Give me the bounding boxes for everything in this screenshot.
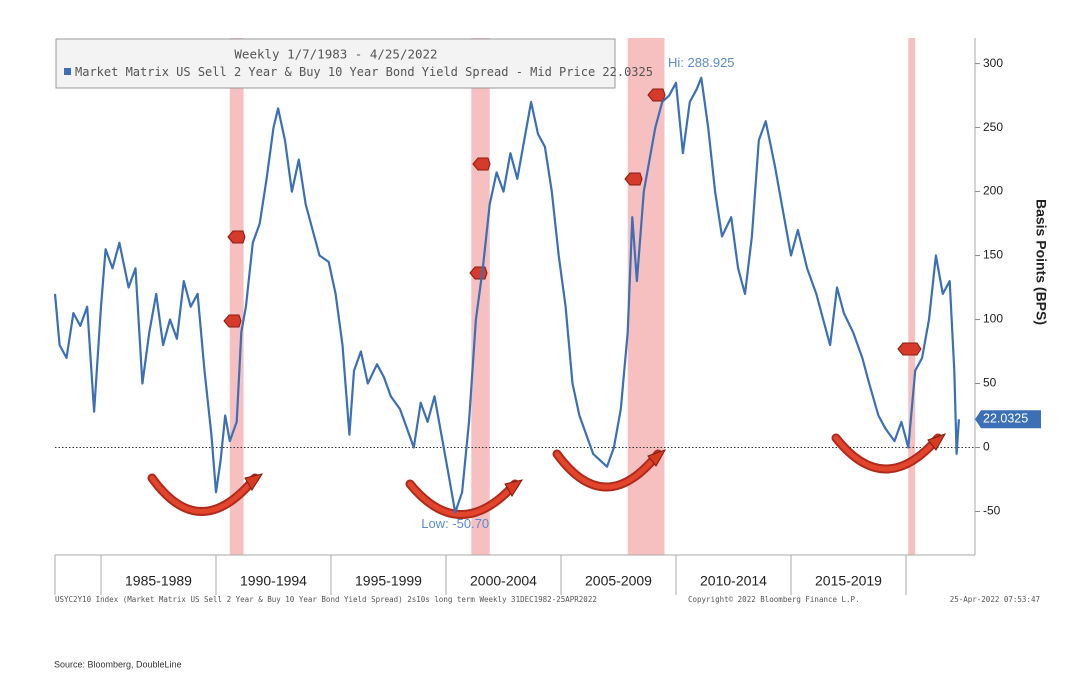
- annotation: Low: -50.70: [421, 516, 489, 531]
- series-line: [53, 76, 960, 514]
- x-period-label: 2010-2014: [700, 573, 767, 589]
- legend-name: Market Matrix US Sell 2 Year & Buy 10 Ye…: [75, 65, 595, 79]
- x-period-label: 1990-1994: [240, 573, 307, 589]
- last-value-label: 22.0325: [983, 412, 1028, 426]
- y-tick-label: 250: [983, 120, 1003, 134]
- footer-middle: Copyright© 2022 Bloomberg Finance L.P.: [688, 595, 860, 604]
- y-tick-label: 150: [983, 248, 1003, 262]
- x-period-label: 1995-1999: [355, 573, 422, 589]
- recession-shade: [229, 38, 244, 555]
- x-period-label: 2000-2004: [470, 573, 537, 589]
- y-tick-label: 0: [983, 440, 990, 454]
- x-period-label: 1985-1989: [125, 573, 192, 589]
- legend-entry: Market Matrix US Sell 2 Year & Buy 10 Ye…: [75, 65, 653, 79]
- y-tick-label: 100: [983, 312, 1003, 326]
- legend-box: [55, 38, 616, 89]
- footer-left: USYC2Y10 Index (Market Matrix US Sell 2 …: [55, 595, 597, 604]
- recession-shade: [908, 38, 916, 555]
- footer-right: 25-Apr-2022 07:53:47: [950, 595, 1040, 604]
- decor-markers: [223, 88, 922, 356]
- last-value-tag: [975, 410, 1041, 429]
- y-axis-label: Basis Points (BPS): [1033, 199, 1049, 325]
- y-tick-label: 50: [983, 376, 997, 390]
- x-period-label: 2015-2019: [815, 573, 882, 589]
- legend-last-value: 22.0325: [602, 65, 653, 79]
- recession-shade: [471, 38, 490, 555]
- y-tick-label: -50: [983, 504, 1001, 518]
- legend-title: Weekly 1/7/1983 - 4/25/2022: [234, 47, 437, 62]
- y-tick-label: 200: [983, 184, 1003, 198]
- x-period-label: 2005-2009: [585, 573, 652, 589]
- decor-arrows: [147, 433, 943, 519]
- y-tick-label: 300: [983, 56, 1003, 70]
- decor-arrowheads: [244, 433, 947, 497]
- legend-swatch: [64, 68, 71, 75]
- source: Source: Bloomberg, DoubleLine: [54, 659, 182, 669]
- annotation: Hi: 288.925: [668, 55, 735, 70]
